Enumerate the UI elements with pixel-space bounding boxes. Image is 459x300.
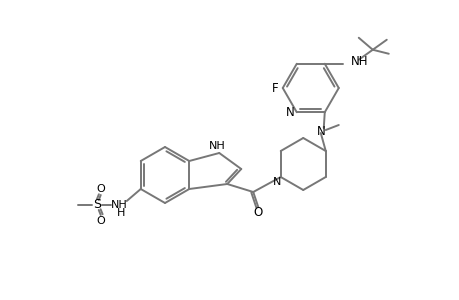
Text: N: N [272,177,280,187]
Text: S: S [93,199,101,212]
Text: NH: NH [350,55,368,68]
Text: F: F [271,82,278,94]
Text: NH: NH [208,141,225,151]
Text: H: H [116,208,125,218]
Text: O: O [96,216,105,226]
Text: N: N [285,106,293,119]
Text: N: N [316,124,325,137]
Text: NH: NH [110,200,127,210]
Text: O: O [253,206,262,220]
Text: O: O [96,184,105,194]
